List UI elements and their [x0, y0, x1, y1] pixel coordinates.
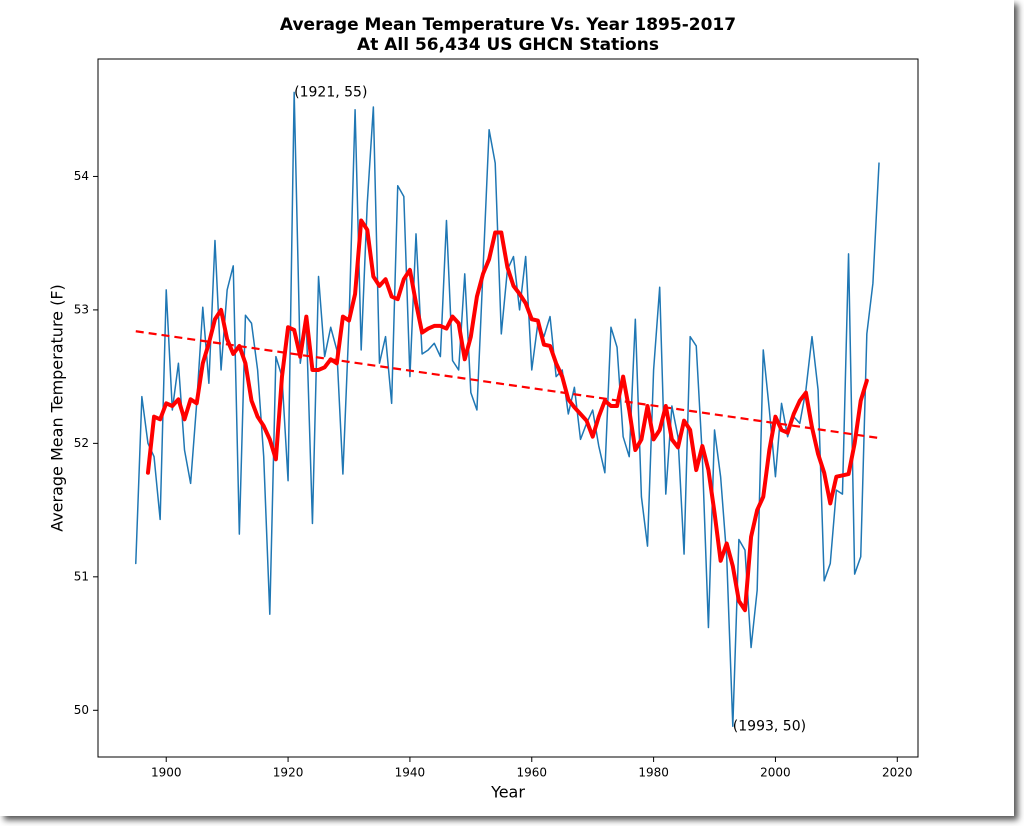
- x-tick-label: 1960: [516, 766, 547, 780]
- x-tick-label: 1980: [638, 766, 669, 780]
- x-tick-label: 1940: [395, 766, 426, 780]
- x-tick-label: 1920: [273, 766, 304, 780]
- chart-subtitle: At All 56,434 US GHCN Stations: [357, 35, 659, 55]
- y-tick-label: 52: [74, 436, 89, 450]
- annotation: (1921, 55): [294, 84, 367, 100]
- y-tick-label: 50: [74, 703, 89, 717]
- x-tick-label: 2000: [760, 766, 791, 780]
- x-tick-label: 2020: [882, 766, 913, 780]
- y-axis-label: Average Mean Temperature (F): [48, 284, 67, 532]
- x-axis-label: Year: [490, 783, 525, 802]
- x-tick-label: 1900: [151, 766, 182, 780]
- trend-line: [135, 330, 880, 440]
- y-tick-label: 53: [74, 302, 89, 316]
- plot-frame: [97, 58, 919, 758]
- annotation: (1993, 50): [733, 718, 806, 734]
- data-line: [135, 91, 880, 728]
- y-tick-label: 54: [74, 169, 89, 183]
- chart-title: Average Mean Temperature Vs. Year 1895-2…: [280, 15, 736, 35]
- data-line: [145, 218, 869, 613]
- y-tick-label: 51: [74, 569, 89, 583]
